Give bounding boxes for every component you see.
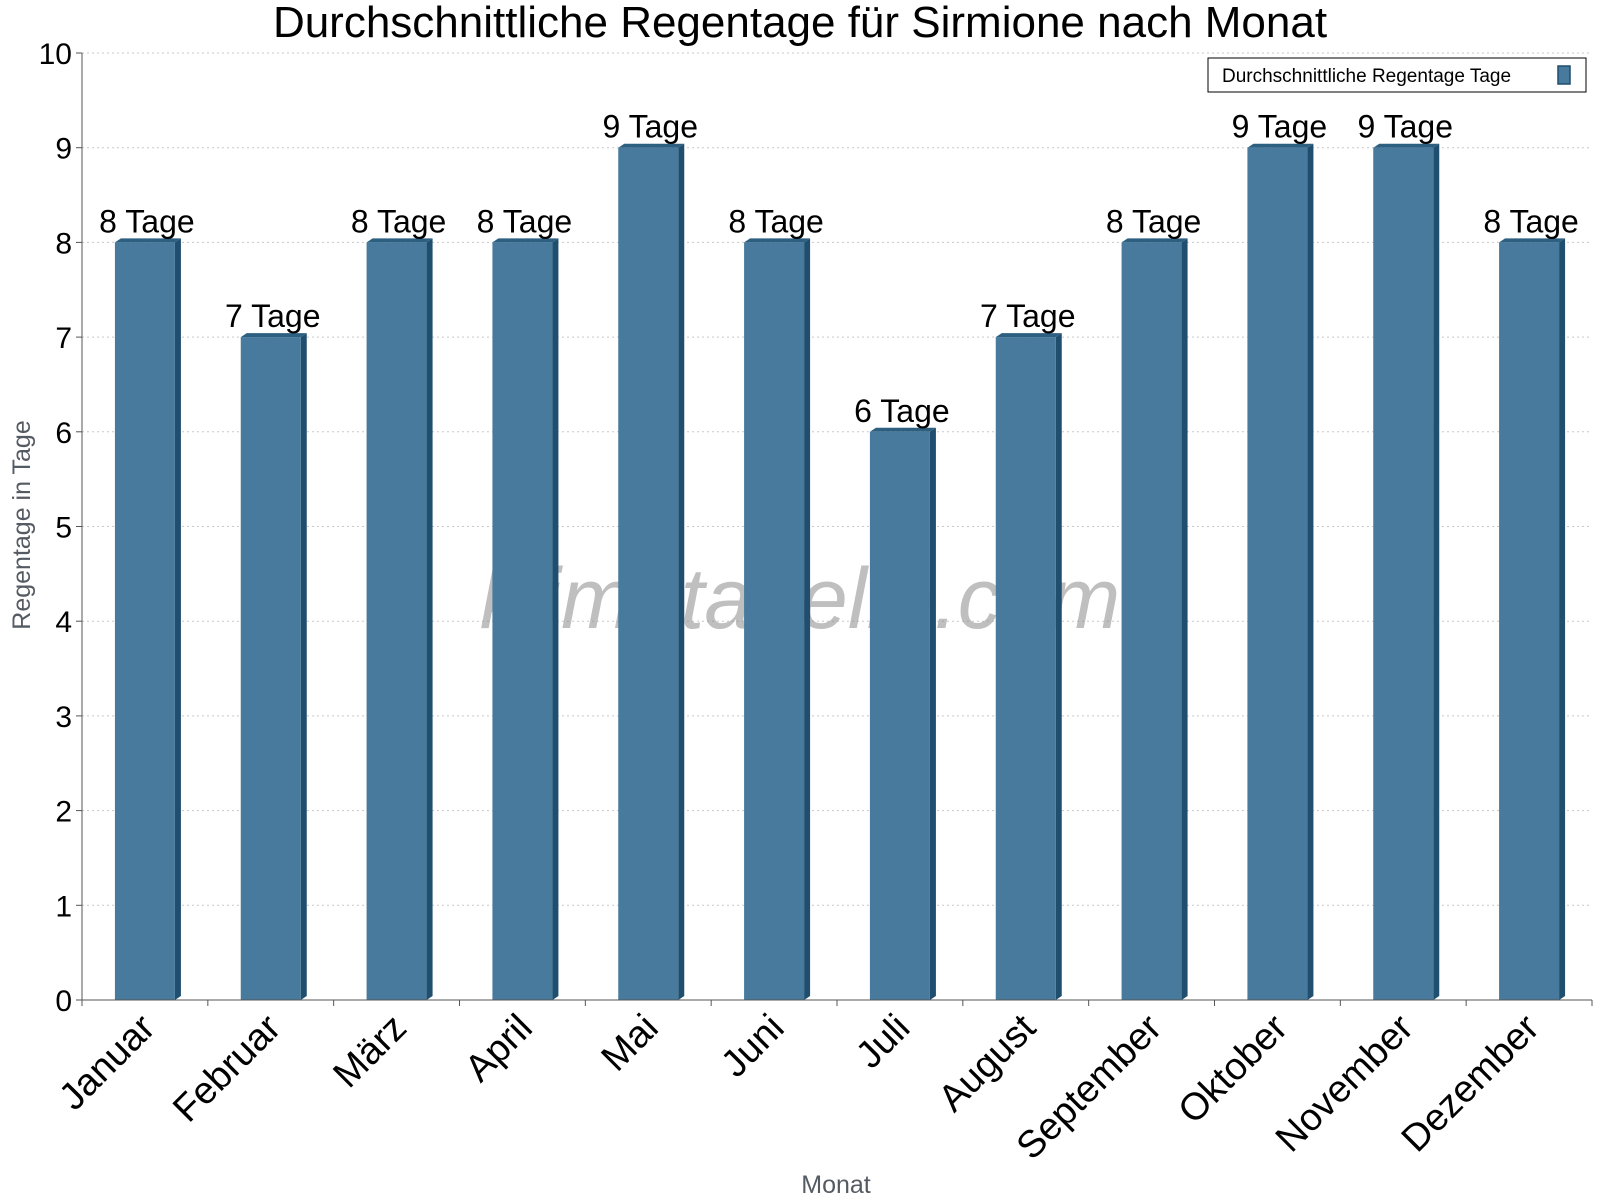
data-label: 8 Tage	[477, 203, 573, 239]
y-tick-label: 5	[55, 512, 72, 545]
x-tick-label: November	[1268, 1006, 1422, 1160]
y-tick-label: 0	[55, 985, 72, 1018]
bar-side	[678, 143, 685, 1000]
y-tick-label: 2	[55, 796, 72, 829]
bar-side	[174, 238, 181, 1000]
bar	[869, 431, 930, 1000]
bar-side	[1055, 333, 1062, 1001]
data-label: 7 Tage	[225, 298, 321, 334]
bar-top	[1373, 143, 1440, 148]
bar-top	[1247, 143, 1314, 148]
bar	[618, 147, 679, 1000]
x-tick-label: Juli	[848, 1007, 918, 1077]
bar-side	[1433, 143, 1440, 1000]
bar	[1247, 147, 1308, 1000]
bar-top	[744, 238, 811, 243]
bar-side	[300, 333, 307, 1001]
bar-top	[114, 238, 181, 243]
y-tick-label: 9	[55, 133, 72, 166]
x-tick-label: Oktober	[1171, 1006, 1297, 1132]
data-label: 6 Tage	[854, 393, 950, 429]
y-tick-label: 1	[55, 890, 72, 923]
bar-top	[618, 143, 685, 148]
bar	[114, 242, 175, 1000]
y-tick-label: 10	[39, 38, 72, 71]
y-tick-label: 3	[55, 701, 72, 734]
bar	[1499, 242, 1560, 1000]
bar-top	[492, 238, 559, 243]
x-tick-label: Februar	[165, 1006, 289, 1130]
x-tick-label: Januar	[51, 1006, 163, 1118]
y-tick-label: 6	[55, 417, 72, 450]
y-axis-title: Regentage in Tage	[8, 420, 36, 629]
bar	[366, 242, 427, 1000]
bar-side	[1307, 143, 1314, 1000]
data-label: 7 Tage	[980, 298, 1076, 334]
y-tick-label: 7	[55, 322, 72, 355]
data-label: 8 Tage	[351, 203, 447, 239]
data-label: 8 Tage	[728, 203, 824, 239]
bar-side	[929, 427, 936, 1000]
bars	[114, 143, 1566, 1001]
data-label: 9 Tage	[1358, 109, 1454, 145]
data-label: 9 Tage	[1232, 109, 1328, 145]
bar-top	[240, 333, 307, 338]
data-label: 8 Tage	[1106, 203, 1202, 239]
bar-side	[552, 238, 559, 1000]
data-label: 8 Tage	[99, 203, 195, 239]
bar-side	[426, 238, 433, 1000]
bar	[995, 337, 1056, 1001]
bar-side	[1181, 238, 1188, 1000]
data-labels: 8 Tage 7 Tage 8 Tage 8 Tage 9 Tage 8 Tage 6 Ta…	[99, 109, 1579, 429]
data-label: 9 Tage	[603, 109, 699, 145]
y-tick-label: 8	[55, 227, 72, 260]
legend-box	[1207, 57, 1587, 93]
bar-top	[1121, 238, 1188, 243]
bar-top	[366, 238, 433, 243]
bar-side	[1559, 238, 1566, 1000]
bar	[744, 242, 805, 1000]
y-tick-label: 4	[55, 606, 72, 639]
bar	[1121, 242, 1182, 1000]
x-tick-label: August	[931, 1006, 1045, 1120]
bar	[492, 242, 553, 1000]
bar	[1373, 147, 1434, 1000]
x-axis-title: Monat	[801, 1171, 871, 1199]
x-tick-label: März	[326, 1007, 415, 1096]
bar	[240, 337, 301, 1001]
chart-title: Durchschnittliche Regentage für Sirmione…	[273, 0, 1327, 47]
data-label: 8 Tage	[1483, 203, 1579, 239]
x-tick-label: April	[457, 1007, 540, 1090]
bar-side	[804, 238, 811, 1000]
bar-top	[869, 427, 936, 432]
x-tick-label: Juni	[713, 1007, 792, 1086]
legend-label: Durchschnittliche Regentage Tage	[1222, 66, 1511, 87]
grid-lines	[82, 52, 1592, 906]
bar-top	[1499, 238, 1566, 243]
bar-top	[995, 333, 1062, 338]
x-tick-label: Dezember	[1394, 1006, 1548, 1160]
legend-swatch	[1557, 65, 1571, 85]
legend: Durchschnittliche Regentage Tage	[1207, 57, 1587, 93]
x-tick-label: Mai	[594, 1007, 667, 1080]
